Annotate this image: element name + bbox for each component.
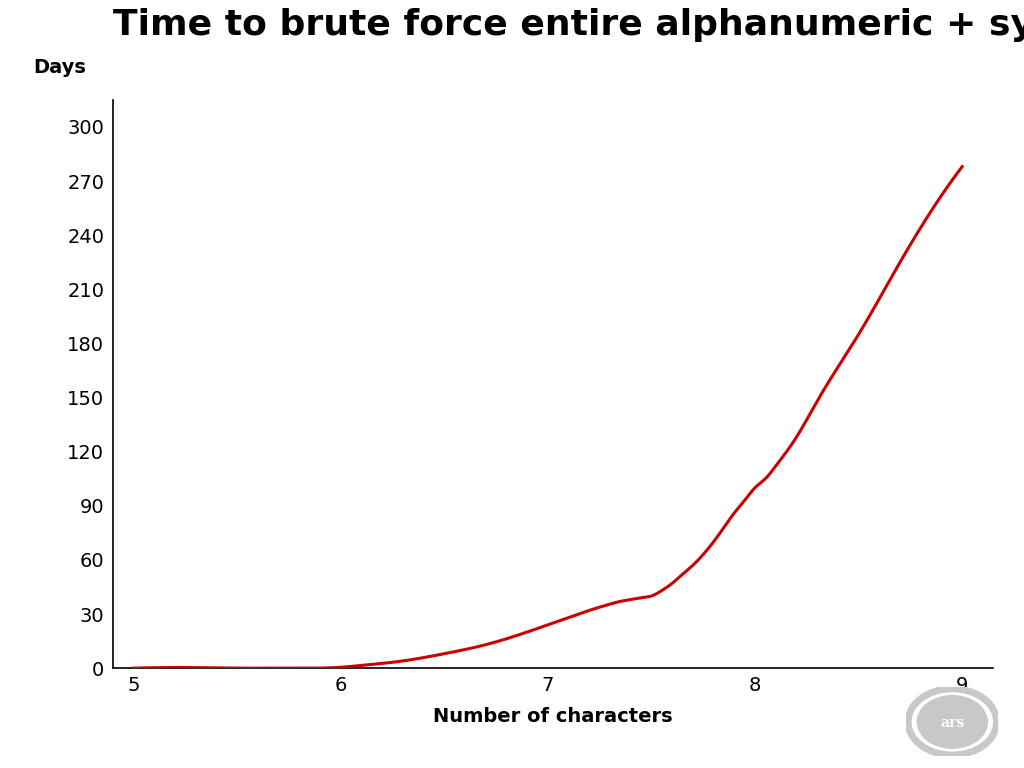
Text: Time to brute force entire alphanumeric + symbols keyspace: Time to brute force entire alphanumeric … bbox=[113, 8, 1024, 42]
Text: ars: ars bbox=[940, 717, 965, 730]
Text: Days: Days bbox=[34, 58, 86, 77]
X-axis label: Number of characters: Number of characters bbox=[433, 707, 673, 726]
Circle shape bbox=[918, 696, 987, 748]
